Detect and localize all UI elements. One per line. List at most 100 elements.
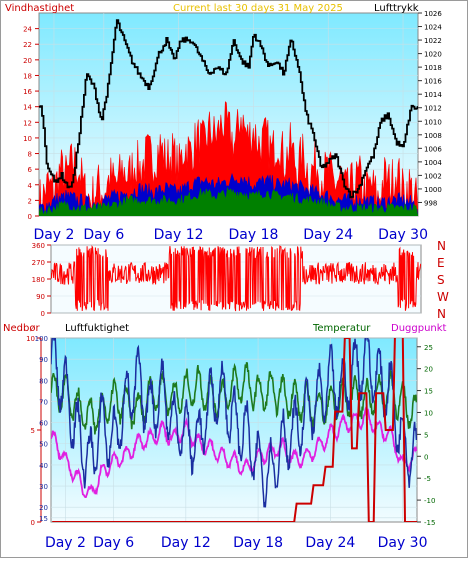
wind-tick-label: 0 bbox=[28, 213, 32, 221]
chart-title: Current last 30 days 31 May 2025 bbox=[173, 3, 343, 14]
pressure-tick-label: 1010 bbox=[424, 118, 442, 126]
wind-tick-label: 12 bbox=[23, 119, 32, 127]
pressure-right-axis: 998 1000 1002 1004 1006 1008 1010 1012 1014 1016 1… bbox=[418, 10, 442, 207]
humidity-tick-label: 30 bbox=[39, 483, 48, 491]
humidity-tick-label: 40 bbox=[39, 462, 48, 470]
dewpoint-label: Duggpunkt bbox=[391, 323, 447, 334]
pressure-tick-label: 1012 bbox=[424, 105, 442, 113]
temperature-series bbox=[51, 361, 417, 435]
wind-tick-label: 4 bbox=[28, 182, 33, 190]
rain-line bbox=[52, 338, 417, 522]
direction-left-axis: 0 90 180 270 360 bbox=[32, 242, 51, 318]
wind-tick-label: 24 bbox=[23, 26, 32, 34]
wind-tick-label: 14 bbox=[23, 104, 32, 112]
rain-series bbox=[52, 338, 417, 522]
humidity-tick-label: 60 bbox=[39, 420, 48, 428]
wind-tick-label: 6 bbox=[28, 166, 33, 174]
temperature-tick-label: 25 bbox=[424, 344, 433, 352]
wind-x-tick-label: Day 6 bbox=[83, 227, 124, 243]
wind-tick-label: 16 bbox=[23, 88, 32, 96]
direction-tick-label: 0 bbox=[41, 310, 45, 318]
wind-speed-label: Vindhastighet bbox=[5, 3, 74, 14]
wind-tick-label: 18 bbox=[23, 72, 32, 80]
wind-x-axis-labels: Day 2 Day 6 Day 12 Day 18 Day 24 Day 30 bbox=[33, 227, 428, 243]
weather-x-tick-label: Day 2 bbox=[45, 535, 86, 551]
rain-tick-label: 10 bbox=[26, 335, 35, 343]
wind-tick-label: 10 bbox=[23, 135, 32, 143]
pressure-tick-label: 1024 bbox=[424, 24, 442, 32]
wind-x-tick-label: Day 30 bbox=[378, 227, 428, 243]
temperature-tick-label: -10 bbox=[424, 497, 435, 505]
rain-tick-label: 0 bbox=[31, 519, 35, 527]
rain-axis: 0 5 10 bbox=[26, 335, 42, 527]
direction-tick-label: 180 bbox=[32, 276, 45, 284]
direction-series bbox=[51, 245, 421, 312]
temperature-tick-label: 5 bbox=[424, 431, 428, 439]
humidity-series bbox=[51, 338, 417, 508]
pressure-line bbox=[39, 19, 418, 199]
weather-x-tick-label: Day 6 bbox=[93, 535, 134, 551]
humidity-tick-label: 70 bbox=[39, 398, 48, 406]
direction-line bbox=[51, 245, 421, 312]
dewpoint-line bbox=[51, 404, 417, 498]
rain-label: Nedbør bbox=[3, 323, 40, 334]
humidity-tick-label: 90 bbox=[39, 356, 48, 364]
temperature-tick-label: -5 bbox=[424, 475, 431, 483]
temperature-tick-label: -15 bbox=[424, 519, 435, 527]
humidity-label: Luftfuktighet bbox=[65, 323, 129, 334]
pressure-tick-label: 1006 bbox=[424, 145, 442, 153]
weather-x-tick-label: Day 24 bbox=[305, 535, 355, 551]
pressure-tick-label: 1018 bbox=[424, 64, 442, 72]
compass-label: E bbox=[437, 256, 445, 270]
weather-x-tick-label: Day 30 bbox=[378, 535, 428, 551]
humidity-tick-label: 20 bbox=[39, 504, 48, 512]
compass-label: W bbox=[437, 290, 449, 304]
weather-grid bbox=[51, 337, 417, 522]
wind-tick-label: 20 bbox=[23, 57, 32, 65]
temperature-label: Temperatur bbox=[312, 323, 371, 334]
compass-label: N bbox=[437, 307, 446, 321]
humidity-tick-label: 50 bbox=[39, 441, 48, 449]
gust-area bbox=[39, 101, 418, 216]
temperature-tick-label: 0 bbox=[424, 453, 428, 461]
direction-tick-label: 360 bbox=[32, 242, 45, 250]
calm-area bbox=[39, 186, 418, 216]
weather-x-axis-labels: Day 2 Day 6 Day 12 Day 18 Day 24 Day 30 bbox=[45, 535, 428, 551]
wind-tick-label: 8 bbox=[28, 151, 32, 159]
temperature-tick-label: 20 bbox=[424, 366, 433, 374]
pressure-tick-label: 1016 bbox=[424, 78, 442, 86]
pressure-tick-label: 1004 bbox=[424, 159, 442, 167]
pressure-tick-label: 1026 bbox=[424, 10, 442, 18]
pressure-series bbox=[39, 19, 418, 199]
compass-label: S bbox=[437, 273, 445, 287]
temperature-tick-label: 10 bbox=[424, 409, 433, 417]
wind-x-tick-label: Day 12 bbox=[154, 227, 204, 243]
compass-label: N bbox=[437, 239, 446, 253]
humidity-tick-label: 100 bbox=[35, 335, 48, 343]
pressure-label: Lufttrykk bbox=[374, 3, 419, 14]
temperature-axis: -15 -10 -5 0 5 10 15 20 25 bbox=[417, 344, 435, 527]
pressure-tick-label: 1014 bbox=[424, 91, 442, 99]
wind-tick-label: 2 bbox=[28, 197, 32, 205]
direction-tick-label: 270 bbox=[32, 259, 45, 267]
pressure-tick-label: 998 bbox=[424, 199, 437, 207]
weather-x-tick-label: Day 12 bbox=[161, 535, 211, 551]
pressure-tick-label: 1000 bbox=[424, 186, 442, 194]
direction-tick-label: 90 bbox=[36, 293, 45, 301]
wind-x-tick-label: Day 2 bbox=[33, 227, 74, 243]
wind-x-tick-label: Day 18 bbox=[228, 227, 278, 243]
gust-series bbox=[39, 101, 418, 216]
wind-x-tick-label: Day 24 bbox=[303, 227, 353, 243]
temperature-tick-label: 15 bbox=[424, 388, 433, 396]
wind-tick-label: 22 bbox=[23, 41, 32, 49]
pressure-tick-label: 1002 bbox=[424, 172, 442, 180]
dewpoint-series bbox=[51, 404, 417, 498]
humidity-tick-label: 15 bbox=[39, 515, 48, 523]
weather-x-tick-label: Day 18 bbox=[233, 535, 283, 551]
humidity-tick-label: 80 bbox=[39, 377, 48, 385]
